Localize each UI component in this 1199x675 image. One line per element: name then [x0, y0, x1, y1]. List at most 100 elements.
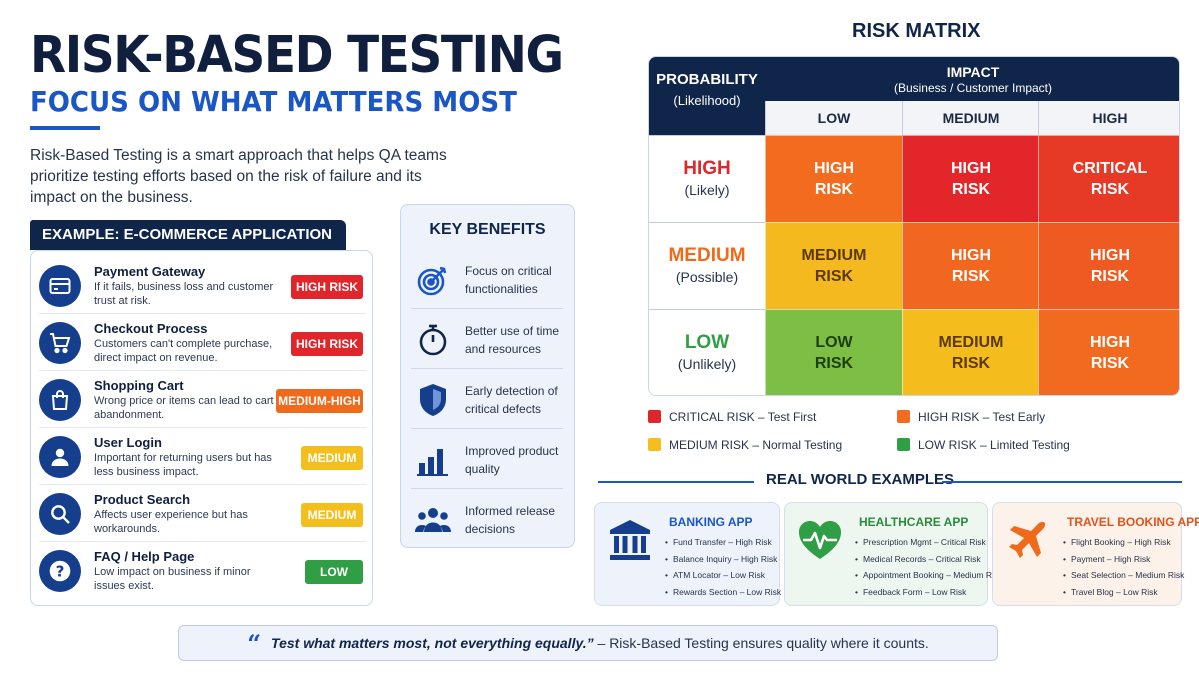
risk-cell-level: HIGH [1090, 334, 1130, 351]
team-icon [415, 502, 451, 538]
section-divider-left [598, 481, 754, 483]
risk-cell: HIGH RISK [765, 135, 902, 222]
risk-cell-label: HIGH RISK [814, 158, 854, 200]
risk-cell-label: HIGH RISK [951, 158, 991, 200]
risk-badge: HIGH RISK [291, 332, 363, 356]
risk-cell-word: RISK [814, 355, 854, 372]
example-row: Shopping Cart Wrong price or items can le… [39, 371, 366, 428]
legend-label: HIGH RISK – Test Early [918, 410, 1046, 424]
legend-label: MEDIUM RISK – Normal Testing [669, 438, 843, 452]
example-app-feature: Feedback Form – Low Risk [855, 584, 1002, 601]
example-row-description: Important for returning users but has le… [94, 452, 272, 478]
legend-swatch [897, 410, 910, 423]
risk-cell-level: CRITICAL [1072, 160, 1148, 177]
intro-text: Risk-Based Testing is a smart approach t… [30, 147, 447, 206]
benefit-item: Focus on critical functionalities [411, 249, 563, 309]
benefit-item: Better use of time and resources [411, 309, 563, 369]
key-benefits-panel: KEY BENEFITS Focus on critical functiona… [400, 204, 575, 548]
risk-cell-label: HIGH RISK [1090, 332, 1130, 374]
risk-badge: MEDIUM [301, 446, 363, 470]
risk-cell-level: HIGH [951, 160, 991, 177]
risk-badge: MEDIUM [301, 503, 363, 527]
title-underline [30, 126, 100, 130]
example-row: Product Search Affects user experience bu… [39, 485, 366, 542]
risk-cell-word: RISK [814, 268, 854, 285]
example-app-card: HEALTHCARE APP Prescription Mgmt – Critic… [784, 502, 1002, 606]
risk-cell: MEDIUM RISK [902, 309, 1039, 395]
risk-cell-word: RISK [951, 268, 991, 285]
impact-column-header: MEDIUM [902, 101, 1039, 135]
example-app-feature: Flight Booking – High Risk [1063, 534, 1184, 551]
example-row-description: Wrong price or items can lead to cart ab… [94, 395, 274, 421]
page-subtitle: FOCUS ON WHAT MATTERS MOST [30, 85, 517, 118]
impact-column-header: HIGH [1038, 101, 1179, 135]
page-title: RISK-BASED TESTING [30, 26, 564, 85]
risk-cell-word: RISK [814, 181, 854, 198]
risk-cell-word: RISK [1090, 181, 1130, 198]
risk-cell: LOW RISK [765, 309, 902, 395]
example-app-feature: Balance Inquiry – High Risk [665, 551, 781, 568]
example-app-feature: ATM Locator – Low Risk [665, 567, 781, 584]
benefit-item: Informed release decisions [411, 489, 563, 549]
bank-icon [607, 517, 653, 563]
example-app-card: BANKING APP Fund Transfer – High RiskBala… [594, 502, 781, 606]
risk-cell-level: HIGH [814, 160, 854, 177]
example-row-title: Shopping Cart [94, 378, 184, 393]
risk-cell-word: RISK [951, 181, 991, 198]
quote-emphasis: Test what matters most, not everything e… [271, 635, 594, 651]
risk-cell-level: MEDIUM [801, 247, 867, 264]
impact-column-header: LOW [765, 101, 902, 135]
example-row: ? FAQ / Help Page Low impact on business i… [39, 542, 366, 599]
probability-level: HIGH [683, 158, 731, 179]
risk-cell: HIGH RISK [1038, 222, 1179, 309]
bar-chart-icon [415, 442, 451, 478]
example-app-name: HEALTHCARE APP [859, 515, 969, 529]
probability-label: PROBABILITY [656, 71, 758, 88]
risk-badge: MEDIUM-HIGH [276, 389, 363, 413]
example-row: Checkout Process Customers can't complete… [39, 314, 366, 371]
risk-cell-label: HIGH RISK [951, 245, 991, 287]
probability-sublabel: (Likelihood) [673, 93, 741, 108]
benefit-text: Focus on critical functionalities [465, 264, 552, 296]
benefit-item: Improved product quality [411, 429, 563, 489]
target-icon [415, 262, 451, 298]
risk-matrix-title: RISK MATRIX [852, 20, 981, 42]
probability-level-sub: (Likely) [684, 182, 730, 198]
risk-cell-level: HIGH [1090, 247, 1130, 264]
example-row-title: Payment Gateway [94, 264, 206, 279]
example-app-name: BANKING APP [669, 515, 753, 529]
legend-swatch [897, 438, 910, 451]
example-app-feature-list: Prescription Mgmt – Critical RiskMedical… [855, 534, 1002, 600]
search-icon [39, 493, 81, 535]
example-app-feature: Rewards Section – Low Risk [665, 584, 781, 601]
example-app-feature-list: Fund Transfer – High RiskBalance Inquiry… [665, 534, 781, 600]
example-row-description: If it fails, business loss and customer … [94, 281, 274, 307]
risk-cell-label: CRITICAL RISK [1073, 158, 1148, 200]
legend-item: CRITICAL RISK – Test First [648, 409, 816, 425]
key-benefits-title: KEY BENEFITS [429, 221, 546, 238]
quote-text: – Risk-Based Testing ensures quality whe… [593, 635, 929, 651]
probability-row-header: HIGH (Likely) [649, 135, 765, 221]
example-row-title: Product Search [94, 492, 191, 507]
legend-item: HIGH RISK – Test Early [897, 409, 1045, 425]
example-heading: EXAMPLE: E-COMMERCE APPLICATION [30, 220, 347, 250]
risk-cell-label: LOW RISK [815, 332, 853, 374]
risk-cell: HIGH RISK [902, 135, 1039, 222]
benefit-item: Early detection of critical defects [411, 369, 563, 429]
real-world-title: REAL WORLD EXAMPLES [766, 471, 955, 488]
example-row-title: User Login [94, 435, 162, 450]
legend-label: CRITICAL RISK – Test First [669, 410, 817, 424]
risk-cell-level: MEDIUM [938, 334, 1004, 351]
probability-level: LOW [684, 332, 730, 353]
impact-sublabel: (Business / Customer Impact) [893, 81, 1053, 95]
benefit-text: Better use of time and resources [465, 324, 560, 356]
probability-level-sub: (Unlikely) [677, 356, 737, 372]
example-app-feature: Medical Records – Critical Risk [855, 551, 1002, 568]
example-row-description: Low impact on business if minor issues e… [94, 566, 251, 592]
stopwatch-icon [415, 322, 451, 358]
svg-text:?: ? [56, 562, 65, 580]
risk-badge: LOW [305, 560, 363, 584]
risk-cell: MEDIUM RISK [765, 222, 902, 309]
risk-cell-label: MEDIUM RISK [939, 332, 1004, 374]
example-row-description: Affects user experience but has workarou… [94, 509, 248, 535]
